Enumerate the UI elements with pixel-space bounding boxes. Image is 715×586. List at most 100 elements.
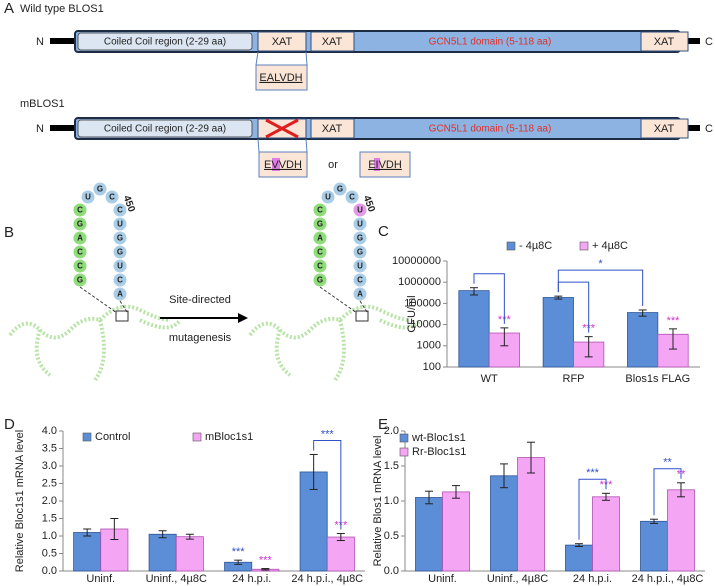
zoom-box [115, 310, 129, 322]
legend-swatch [82, 432, 92, 442]
bar [442, 491, 470, 572]
bar [565, 544, 593, 572]
legend-label: wt-Bloc1s1 [411, 432, 466, 444]
nucleotide-letter: G [337, 185, 343, 194]
xat-box [640, 31, 689, 52]
nucleotide-letter: A [357, 290, 363, 299]
nucleotide [353, 217, 367, 231]
significance: ** [663, 457, 672, 469]
nucleotide-letter: G [317, 276, 323, 285]
motif-text: EIVDH [368, 159, 402, 171]
nucleotide-letter: A [117, 290, 123, 299]
y-tick-label: 4.0 [42, 425, 57, 437]
y-tick-label: 1.0 [42, 530, 57, 542]
mut-protein: N C Coiled Coil region (2-29 aa) XAT GCN… [36, 117, 713, 178]
nucleotide-letter: A [317, 234, 323, 243]
motif-box [255, 64, 308, 91]
y-tick-label: 1.0 [384, 495, 399, 507]
wt-title: Wild type BLOS1 [20, 3, 104, 15]
nucleotide [73, 231, 87, 245]
significance-bracket [653, 468, 682, 516]
zoom-line [257, 138, 260, 153]
y-tick-label: 100000 [404, 297, 441, 309]
legend-swatch [506, 241, 516, 251]
nucleotide-letter: U [357, 220, 363, 229]
y-tick-label: 0.5 [42, 547, 57, 559]
y-tick-label: 1.5 [42, 512, 57, 524]
zoom-line [305, 138, 308, 153]
significance-bracket [578, 478, 607, 540]
y-tick-label: 1.5 [384, 460, 399, 472]
nucleotide [113, 287, 127, 301]
nucleotide-letter: U [117, 220, 123, 229]
zoom-line [119, 300, 128, 313]
significance-bracket [473, 273, 505, 324]
zoom-line [359, 300, 368, 313]
motif-text: EALVDH [259, 72, 302, 84]
legend-label: mBloc1s1 [205, 431, 253, 443]
rna-structures: Site-directed mutagenesis 450 450 [8, 194, 422, 382]
n-term: N [36, 123, 44, 135]
xat-text: XAT [272, 36, 293, 48]
bar [415, 497, 443, 572]
wt-protein: N C Coiled Coil region (2-29 aa) XAT XAT… [36, 30, 713, 91]
bar [490, 475, 518, 572]
y-tick-label: 0.0 [384, 565, 399, 577]
nucleotide-letter: G [117, 248, 123, 257]
nucleotide [353, 203, 367, 217]
rna-backbone [8, 304, 182, 382]
nucleotide-letter: A [77, 234, 83, 243]
significance: *** [586, 467, 600, 479]
c-term: C [705, 123, 713, 135]
panel-label: A [4, 0, 14, 17]
nucleotide-letter: G [317, 220, 323, 229]
x-tick-label: 24 h.p.i., 4µ8C [291, 573, 363, 585]
nucleotide [353, 259, 367, 273]
nucleotide-letter: C [77, 206, 83, 215]
rna-backbone [248, 304, 422, 382]
nucleotide-letter: C [317, 262, 323, 271]
x-tick-label: 24 h.p.i. [232, 573, 271, 585]
nucleotide-letter: U [117, 262, 123, 271]
bar [175, 536, 204, 572]
nucleotide [321, 190, 335, 204]
bar [148, 533, 177, 572]
panel-label: C [378, 223, 389, 240]
bar [458, 290, 490, 368]
y-tick-label: 1000000 [398, 276, 441, 288]
nucleotide [353, 273, 367, 287]
coiled-box [77, 32, 253, 51]
or-text: or [328, 159, 338, 171]
panel-label: D [4, 416, 15, 433]
x-tick-label: 24 h.p.i. [573, 573, 612, 585]
nucleotide [73, 203, 87, 217]
nucleotide-letter: U [357, 206, 363, 215]
xat-text: XAT [322, 36, 343, 48]
nucleotide-letter: C [117, 276, 123, 285]
nucleotide [113, 217, 127, 231]
nucleotide [353, 231, 367, 245]
y-tick-label: 0.5 [384, 530, 399, 542]
xat-box [310, 31, 355, 52]
bar [517, 457, 545, 572]
y-tick-label: 2.5 [42, 477, 57, 489]
motif-text: EVVDH [264, 159, 302, 171]
xat-box [640, 118, 689, 139]
y-tick-label: 3.0 [42, 460, 57, 472]
nucleotide [353, 287, 367, 301]
coiled-text: Coiled Coil region (2-29 aa) [104, 37, 226, 48]
nucleotide-letter: C [77, 262, 83, 271]
nucleotide-letter: G [77, 220, 83, 229]
x-tick-label: Blos1s FLAG [625, 373, 690, 385]
motif-box [258, 151, 308, 178]
x-tick-label: Uninf. [428, 573, 457, 585]
nucleotide [313, 259, 327, 273]
bar [73, 532, 102, 572]
significance: *** [259, 554, 273, 566]
legend-label: + 4µ8C [592, 240, 628, 252]
xat-box [257, 31, 307, 52]
y-axis-label: Relative Bloc1s1 mRNA level [14, 430, 26, 572]
nucleotide [313, 273, 327, 287]
gcn-text: GCN5L1 domain (5-118 aa) [429, 37, 552, 48]
nucleotide [113, 245, 127, 259]
